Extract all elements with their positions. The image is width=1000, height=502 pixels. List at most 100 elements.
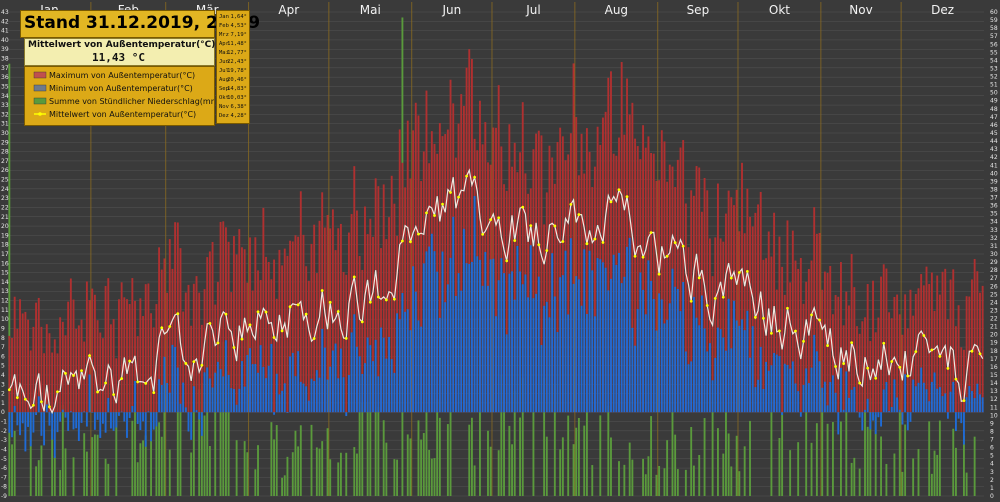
max-temp-bar [356,210,358,413]
precipitation-bar [93,434,96,496]
max-temp-bar [885,268,888,413]
min-temp-bar [963,412,965,445]
mean-point [200,363,204,367]
precipitation-bar [735,435,738,496]
min-temp-bar [80,412,83,423]
precipitation-bar [511,444,513,496]
max-temp-bar [965,296,968,413]
mean-point [721,295,725,299]
min-temp-bar [805,368,808,413]
max-temp-bar [914,293,917,413]
right-tick-label: 8 [990,428,994,435]
mean-point [7,388,11,392]
max-temp-bar [45,324,48,413]
right-tick-label: 54 [990,57,998,64]
precipitation-bar [532,412,535,496]
min-temp-bar [840,367,842,413]
left-tick-label: 2 [1,391,5,398]
left-tick-label: 21 [1,214,9,221]
min-temp-bar [642,289,645,413]
mean-point [401,239,404,243]
min-temp-bar [337,378,340,413]
left-tick-label: 24 [1,186,9,193]
max-temp-bar [746,188,749,413]
right-tick-label: 3 [990,469,994,476]
right-tick-label: 22 [990,316,998,323]
precipitation-bar [51,428,54,496]
max-temp-bar [799,257,802,413]
min-temp-bar [16,412,19,426]
precipitation-bar [144,435,147,496]
min-temp-bar [174,347,177,413]
max-temp-bar [321,192,324,413]
min-temp-bar [529,245,532,413]
min-temp-bar [896,397,899,413]
max-temp-bar [890,318,893,413]
max-temp-bar [128,304,131,413]
min-temp-bar [636,309,639,413]
max-temp-bar [874,332,877,413]
min-temp-bar [687,364,690,413]
precipitation-bar [880,436,882,496]
mean-point [970,349,974,353]
precipitation-bar [618,461,620,496]
legend-item-label: Maximum von Außentemperatur(°C) [49,71,195,80]
min-temp-bar [866,398,869,413]
max-temp-bar [837,296,840,413]
min-temp-bar [53,412,56,458]
legend-item-label: Summe von Stündlicher Niederschlag(mm) [49,97,214,106]
right-tick-label: 38 [990,186,998,193]
precipitation-bar [644,474,647,496]
min-temp-bar [361,373,364,413]
mean-point [15,396,19,400]
precipitation-bar [503,383,505,496]
right-tick-label: 48 [990,106,998,113]
max-temp-bar [754,212,757,413]
mean-point [409,240,412,244]
min-temp-bar [374,339,377,413]
max-temp-bar [778,236,781,413]
min-temp-bar [735,320,738,413]
max-temp-bar [99,332,102,413]
max-temp-bar [331,209,334,413]
mean-point [368,300,372,304]
min-temp-bar [43,412,46,446]
precipitation-bar [13,430,16,496]
min-temp-bar [495,316,497,413]
legend: Maximum von Außentemperatur(°C) Minimum v… [33,71,222,119]
precipitation-bar [358,394,361,496]
max-temp-bar [971,279,973,413]
precipitation-bar [235,440,238,496]
max-temp-bar [291,241,294,413]
min-temp-bar [323,347,326,413]
min-temp-bar [818,361,821,413]
mean-point [104,381,107,385]
left-tick-label: -8 [1,484,7,491]
mean-point [72,374,75,377]
max-temp-bar [912,315,915,413]
min-temp-bar [912,379,915,413]
precipitation-bar [599,415,602,496]
min-temp-bar [283,383,286,413]
max-temp-bar [695,166,698,413]
min-temp-bar [890,406,893,413]
min-temp-bar [497,280,500,413]
precipitation-bar [936,454,939,496]
precipitation-bar [353,447,356,496]
min-temp-bar [436,271,439,413]
min-temp-bar [556,332,559,413]
min-temp-bar [610,278,612,413]
min-temp-bar [569,238,572,413]
precipitation-bar [572,444,575,496]
min-temp-bar [834,392,837,413]
max-temp-bar [211,241,214,413]
min-temp-bar [893,379,896,413]
min-temp-bar [470,261,473,413]
right-tick-label: 18 [990,348,998,355]
min-temp-bar [385,358,388,413]
right-tick-label: 14 [990,380,998,387]
left-tick-label: 25 [1,177,9,184]
precipitation-bar [35,466,38,496]
right-tick-label: 20 [990,332,998,339]
